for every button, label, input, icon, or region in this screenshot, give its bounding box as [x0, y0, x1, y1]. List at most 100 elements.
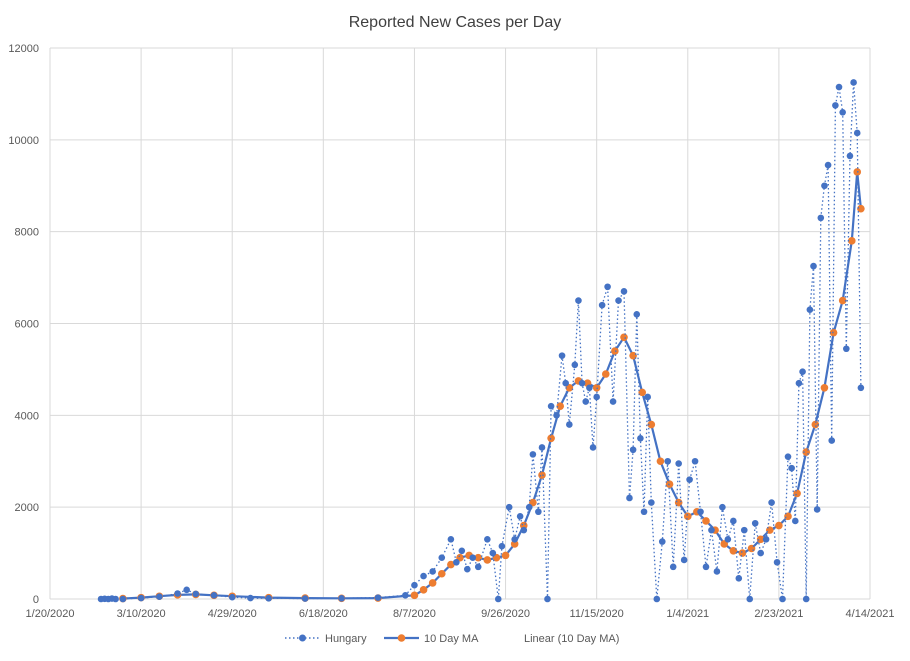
ma-point: [483, 556, 492, 564]
hungary-point: [119, 595, 127, 603]
y-gridlines: [50, 47, 870, 600]
y-tick-label: 8000: [15, 227, 39, 239]
hungary-point: [553, 412, 560, 419]
hungary-point: [301, 595, 309, 602]
hungary-point: [578, 379, 586, 387]
x-tick-label: 2/23/2021: [754, 608, 803, 620]
hungary-point: [821, 182, 828, 190]
x-tick-label: 11/15/2020: [570, 608, 624, 620]
ma-point: [428, 579, 437, 587]
hungary-point: [846, 152, 854, 160]
hungary-point: [629, 446, 637, 454]
hungary-point: [669, 563, 677, 571]
hungary-point: [626, 494, 633, 502]
hungary-point: [582, 398, 590, 405]
hungary-point: [702, 563, 710, 571]
y-axis-tick-labels: 0 2000 4000 6000 8000 10000 12000: [8, 43, 39, 606]
hungary-point: [740, 526, 748, 534]
hungary-point: [484, 536, 491, 543]
hungary-point: [828, 437, 836, 444]
ma-point: [738, 549, 747, 557]
hungary-point: [615, 297, 622, 304]
hungary-point: [799, 368, 806, 376]
x-gridlines: [49, 48, 871, 599]
hungary-point: [640, 508, 648, 516]
hungary-point: [566, 421, 573, 428]
ma-point: [410, 591, 419, 600]
hungary-point: [768, 499, 775, 506]
ma-point: [611, 347, 619, 355]
ma-point: [538, 471, 546, 479]
ma-point: [501, 551, 510, 560]
x-axis-tick-labels: 1/20/2020 3/10/2020 4/29/2020 6/18/2020 8/7/…: [26, 608, 895, 620]
hungary-point: [593, 393, 600, 401]
hungary-point: [156, 593, 163, 601]
hungary-point: [374, 594, 382, 601]
hungary-point: [680, 556, 688, 564]
hungary-point: [757, 549, 764, 557]
hungary-point: [637, 434, 644, 442]
hungary-point: [604, 283, 611, 291]
hungary-point: [112, 595, 119, 603]
hungary-point: [247, 594, 254, 602]
ma-point: [820, 383, 829, 392]
hungary-point: [474, 563, 482, 571]
hungary-point: [719, 503, 726, 511]
hungary-point: [575, 297, 582, 304]
hungary-point: [265, 595, 272, 602]
hungary-point: [505, 503, 513, 511]
chart-title: Reported New Cases per Day: [349, 14, 562, 31]
y-tick-label: 6000: [15, 319, 39, 331]
hungary-point: [839, 108, 846, 116]
hungary-point: [817, 214, 825, 222]
hungary-point: [174, 590, 181, 597]
hungary-point: [791, 517, 799, 525]
hungary-point: [697, 508, 704, 516]
hungary-point: [420, 572, 427, 580]
hungary-point: [653, 595, 661, 603]
hungary-point: [779, 595, 786, 603]
legend-hungary-marker: [299, 634, 306, 642]
ma-point: [702, 517, 710, 525]
ma-point: [729, 546, 738, 555]
ma-point: [756, 535, 765, 544]
hungary-point: [571, 361, 579, 369]
hungary-point: [686, 476, 693, 483]
hungary-point: [525, 503, 533, 511]
ma-point: [765, 526, 774, 534]
hungary-point: [609, 398, 617, 405]
ma-point: [857, 204, 865, 213]
hungary-point: [447, 536, 455, 543]
ma-point: [620, 333, 628, 342]
x-tick-label: 4/14/2021: [846, 608, 895, 620]
hungary-point: [644, 393, 651, 401]
hungary-point: [730, 517, 737, 525]
ma-point: [437, 569, 446, 578]
ma-point: [656, 457, 665, 466]
ma-point: [847, 237, 856, 245]
ma-point: [775, 521, 783, 530]
hungary-point: [411, 581, 418, 589]
y-tick-label: 12000: [8, 43, 39, 55]
hungary-point: [183, 586, 190, 594]
hungary-point: [402, 592, 409, 599]
hungary-point: [806, 306, 814, 314]
ma-point: [638, 388, 647, 397]
x-tick-label: 4/29/2020: [208, 608, 257, 620]
hungary-point: [494, 595, 502, 603]
hungary-point: [735, 575, 743, 582]
hungary-point: [429, 568, 436, 575]
y-tick-label: 10000: [8, 135, 39, 147]
hungary-point: [795, 379, 803, 387]
hungary-point: [824, 161, 832, 169]
ma-point: [419, 586, 428, 594]
hungary-point: [463, 565, 471, 573]
series-10-day-ma: [119, 168, 865, 603]
y-tick-label: 0: [33, 594, 39, 606]
hungary-point: [810, 262, 817, 270]
x-tick-label: 6/18/2020: [299, 608, 348, 620]
hungary-point: [438, 554, 446, 561]
hungary-point: [516, 513, 524, 520]
hungary-point: [857, 384, 865, 392]
